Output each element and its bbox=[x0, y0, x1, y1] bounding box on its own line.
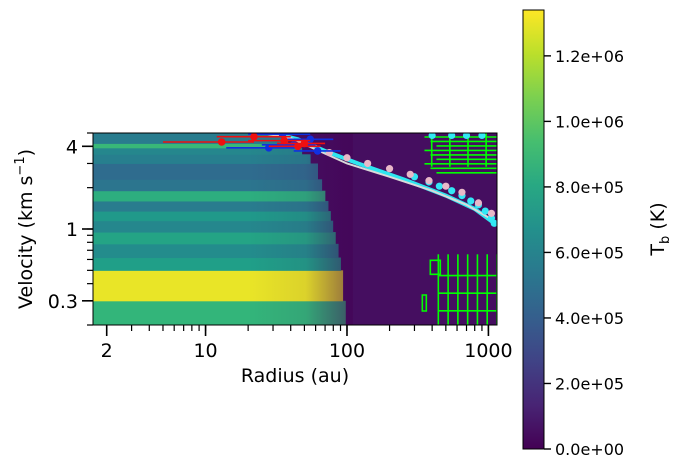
point-red bbox=[300, 139, 309, 148]
point-red bbox=[250, 133, 258, 141]
y-axis-label: Velocity (km s−1) bbox=[13, 149, 37, 309]
point-cyan bbox=[467, 197, 475, 205]
x-tick-label: 2 bbox=[101, 340, 113, 362]
heatmap bbox=[93, 133, 497, 325]
point-pink bbox=[442, 182, 450, 190]
x-axis-label: Radius (au) bbox=[241, 365, 349, 387]
heatmap-band bbox=[93, 190, 326, 202]
point-cyan bbox=[462, 133, 471, 140]
point-cyan bbox=[428, 133, 436, 140]
point-pink bbox=[343, 154, 351, 162]
colorbar-tick-label: 4.0e+05 bbox=[555, 309, 624, 328]
colorbar-gradient bbox=[522, 9, 545, 450]
point-pink bbox=[406, 170, 414, 178]
heatmap-band bbox=[93, 220, 334, 233]
point-pink bbox=[325, 148, 333, 157]
point-red bbox=[217, 138, 226, 146]
heatmap-band bbox=[93, 147, 303, 155]
point-pink bbox=[425, 177, 433, 185]
point-red bbox=[294, 142, 302, 151]
point-cyan bbox=[490, 219, 497, 227]
contour-loop bbox=[429, 259, 442, 276]
point-cyan bbox=[481, 207, 489, 215]
contour-loop bbox=[421, 294, 428, 312]
colorbar-tick-label: 8.0e+05 bbox=[555, 178, 624, 197]
point-cyan bbox=[435, 182, 443, 190]
y-tick-label: 4 bbox=[66, 136, 78, 158]
x-tick-label: 10 bbox=[193, 340, 217, 362]
point-pink bbox=[487, 209, 496, 217]
y-axis-label-sup: −1 bbox=[13, 156, 28, 175]
y-axis-label-end: ) bbox=[15, 149, 37, 156]
colorbar: 0.0e+00 2.0e+05 4.0e+05 6.0e+05 8.0e+05 1.0e+… bbox=[522, 9, 673, 459]
colorbar-tick-label: 2.0e+05 bbox=[555, 374, 624, 393]
colorbar-ticks: 0.0e+00 2.0e+05 4.0e+05 6.0e+05 8.0e+05 1.0e+… bbox=[544, 47, 624, 459]
plot-area bbox=[92, 132, 498, 326]
heatmap-band bbox=[93, 143, 297, 149]
point-pink bbox=[458, 188, 466, 196]
heatmap-band bbox=[93, 133, 289, 144]
colorbar-label-end: (K) bbox=[647, 202, 669, 235]
y-tick-label: 0.3 bbox=[48, 291, 78, 313]
colorbar-tick-label: 1.2e+06 bbox=[555, 47, 624, 66]
colorbar-tick-label: 1.0e+06 bbox=[555, 112, 624, 131]
heatmap-band bbox=[93, 179, 323, 192]
heatmap-band bbox=[93, 211, 331, 222]
point-cyan bbox=[448, 187, 456, 195]
y-tick-label: 1 bbox=[66, 219, 78, 241]
point-cyan bbox=[448, 133, 456, 140]
point-cyan bbox=[478, 133, 486, 140]
colorbar-label: Tb (K) bbox=[647, 202, 673, 256]
x-axis: 2 10 100 1000 bbox=[101, 325, 513, 362]
overlays bbox=[162, 133, 497, 325]
heatmap-fade bbox=[248, 133, 353, 325]
x-tick-label: 100 bbox=[329, 340, 365, 362]
y-axis-label-main: Velocity (km s bbox=[15, 176, 37, 309]
point-blue bbox=[313, 147, 322, 155]
x-tick-label: 1000 bbox=[464, 340, 512, 362]
point-pink bbox=[474, 199, 483, 207]
colorbar-tick-label: 0.0e+00 bbox=[555, 440, 624, 459]
colorbar-label-main: T bbox=[647, 244, 669, 257]
point-red bbox=[280, 136, 289, 145]
colorbar-label-sub: b bbox=[658, 236, 673, 244]
point-pink bbox=[385, 165, 394, 173]
colorbar-tick-label: 6.0e+05 bbox=[555, 243, 624, 262]
point-pink bbox=[364, 159, 372, 168]
heatmap-band bbox=[93, 200, 329, 212]
heatmap-band bbox=[93, 154, 311, 164]
y-axis: 0.3 1 4 bbox=[48, 132, 93, 326]
